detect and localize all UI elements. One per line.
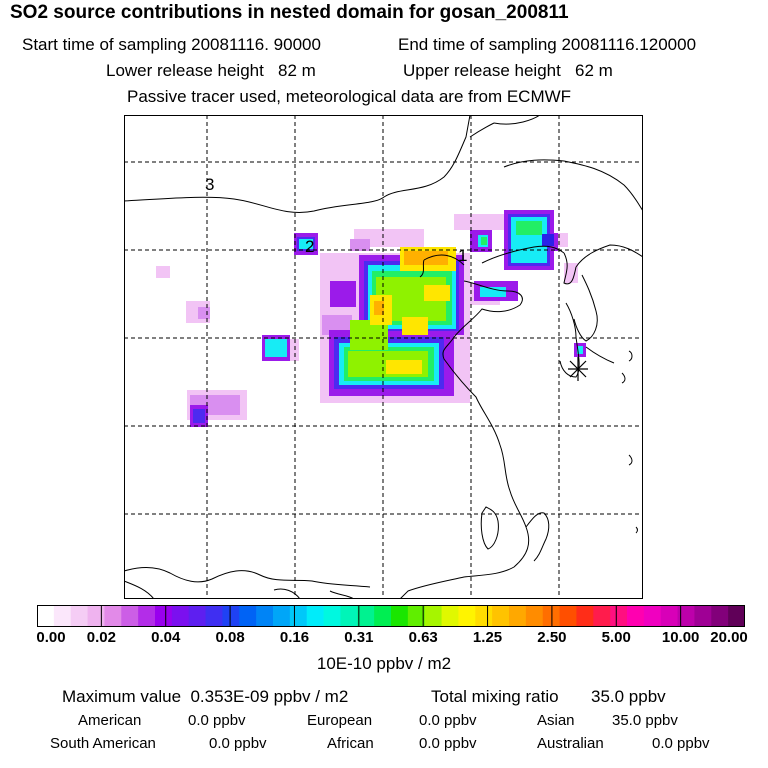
color-scale-cell [104, 605, 122, 627]
color-scale-cell [87, 605, 105, 627]
color-scale-cell [475, 605, 493, 627]
color-scale-cell [593, 605, 611, 627]
color-scale-unit: 10E-10 ppbv / m2 [316, 654, 452, 673]
korea-outline [573, 274, 598, 342]
color-scale-cell [70, 605, 89, 627]
color-scale-tick-label: 0.63 [408, 629, 438, 646]
american-value: 0.0 ppbv [188, 712, 246, 729]
color-scale-cell [205, 605, 223, 627]
color-scale-cell [694, 605, 712, 627]
map-panel: 3 2 1 [124, 115, 643, 599]
color-scale-cell [306, 605, 325, 627]
color-scale-cell [728, 605, 745, 627]
color-scale-tick-label: 2.50 [537, 629, 567, 646]
coastline-borders [124, 115, 643, 599]
region-label-2: 2 [305, 237, 314, 256]
color-scale-tick-label: 0.00 [36, 629, 66, 646]
color-scale-tick-label: 1.25 [472, 629, 503, 646]
lat-lon-grid [124, 115, 643, 599]
color-scale-cell [660, 605, 679, 627]
color-scale-cell [643, 605, 662, 627]
color-scale-tick-label: 10.00 [661, 629, 700, 646]
region-label-1: 1 [458, 246, 467, 265]
color-scale-cell [37, 605, 55, 627]
map-frame [124, 115, 643, 599]
color-scale-cell [273, 605, 291, 627]
color-scale-cell [171, 605, 190, 627]
african-label: African [327, 735, 374, 752]
total-mixing-ratio-label: Total mixing ratio [431, 687, 559, 706]
color-scale-cell [222, 605, 240, 627]
color-scale-tick-label: 20.00 [710, 629, 748, 646]
start-time-label: Start time of sampling 20081116. 90000 [22, 35, 321, 54]
color-scale-cell [289, 605, 308, 627]
color-scale-cell [391, 605, 409, 627]
tracer-info-label: Passive tracer used, meteorological data… [127, 87, 572, 106]
maximum-value-label: Maximum value 0.353E-09 ppbv / m2 [62, 687, 349, 706]
color-scale-bar [37, 605, 745, 627]
taiwan-outline [480, 506, 499, 550]
color-scale-cell [458, 605, 476, 627]
color-scale-cell [53, 605, 72, 627]
african-value: 0.0 ppbv [419, 735, 477, 752]
page-title: SO2 source contributions in nested domai… [10, 2, 569, 23]
end-time-label: End time of sampling 20081116.120000 [398, 35, 697, 54]
color-scale-tick-label: 0.04 [151, 629, 181, 646]
color-scale-cell [424, 605, 443, 627]
color-scale-cell [188, 605, 207, 627]
american-label: American [78, 712, 142, 729]
lower-release-label: Lower release height 82 m [106, 61, 316, 80]
color-scale-cell [711, 605, 729, 627]
color-scale-cell [256, 605, 274, 627]
asterisk-icon [568, 357, 588, 381]
color-scale-tick-label: 0.16 [279, 629, 310, 646]
color-scale-cell [357, 605, 375, 627]
color-scale-cell [559, 605, 577, 627]
european-value: 0.0 ppbv [419, 712, 477, 729]
concentration-field [156, 210, 586, 427]
region-label-3: 3 [205, 175, 214, 194]
color-scale-cell [525, 605, 544, 627]
color-scale-cell [323, 605, 341, 627]
color-scale-cell [677, 605, 695, 627]
color-scale-tick-label: 5.00 [601, 629, 631, 646]
color-scale-cell [441, 605, 459, 627]
south-american-value: 0.0 ppbv [209, 735, 267, 752]
color-scale-cell [509, 605, 527, 627]
color-scale-cell [138, 605, 156, 627]
color-scale-tick-label: 0.08 [215, 629, 245, 646]
color-scale-cell [121, 605, 139, 627]
australian-value: 0.0 ppbv [652, 735, 710, 752]
asian-label: Asian [537, 712, 575, 729]
color-scale-cell [576, 605, 594, 627]
european-label: European [307, 712, 373, 729]
asian-value: 35.0 ppbv [612, 712, 678, 729]
color-scale-cell [374, 605, 392, 627]
color-scale-cell [340, 605, 358, 627]
color-scale-cell [155, 605, 173, 627]
australian-label: Australian [537, 735, 604, 752]
upper-release-label: Upper release height 62 m [403, 61, 613, 80]
color-scale-tick-label: 0.02 [86, 629, 116, 646]
color-scale-tick-label: 0.31 [344, 629, 374, 646]
color-scale-cell [492, 605, 510, 627]
total-mixing-ratio-value: 35.0 ppbv [591, 687, 666, 706]
color-scale-cell [627, 605, 645, 627]
south-american-label: South American [50, 735, 156, 752]
color-scale-cell [542, 605, 561, 627]
color-scale-cell [239, 605, 257, 627]
color-scale-cell [407, 605, 426, 627]
color-scale-cell [610, 605, 628, 627]
